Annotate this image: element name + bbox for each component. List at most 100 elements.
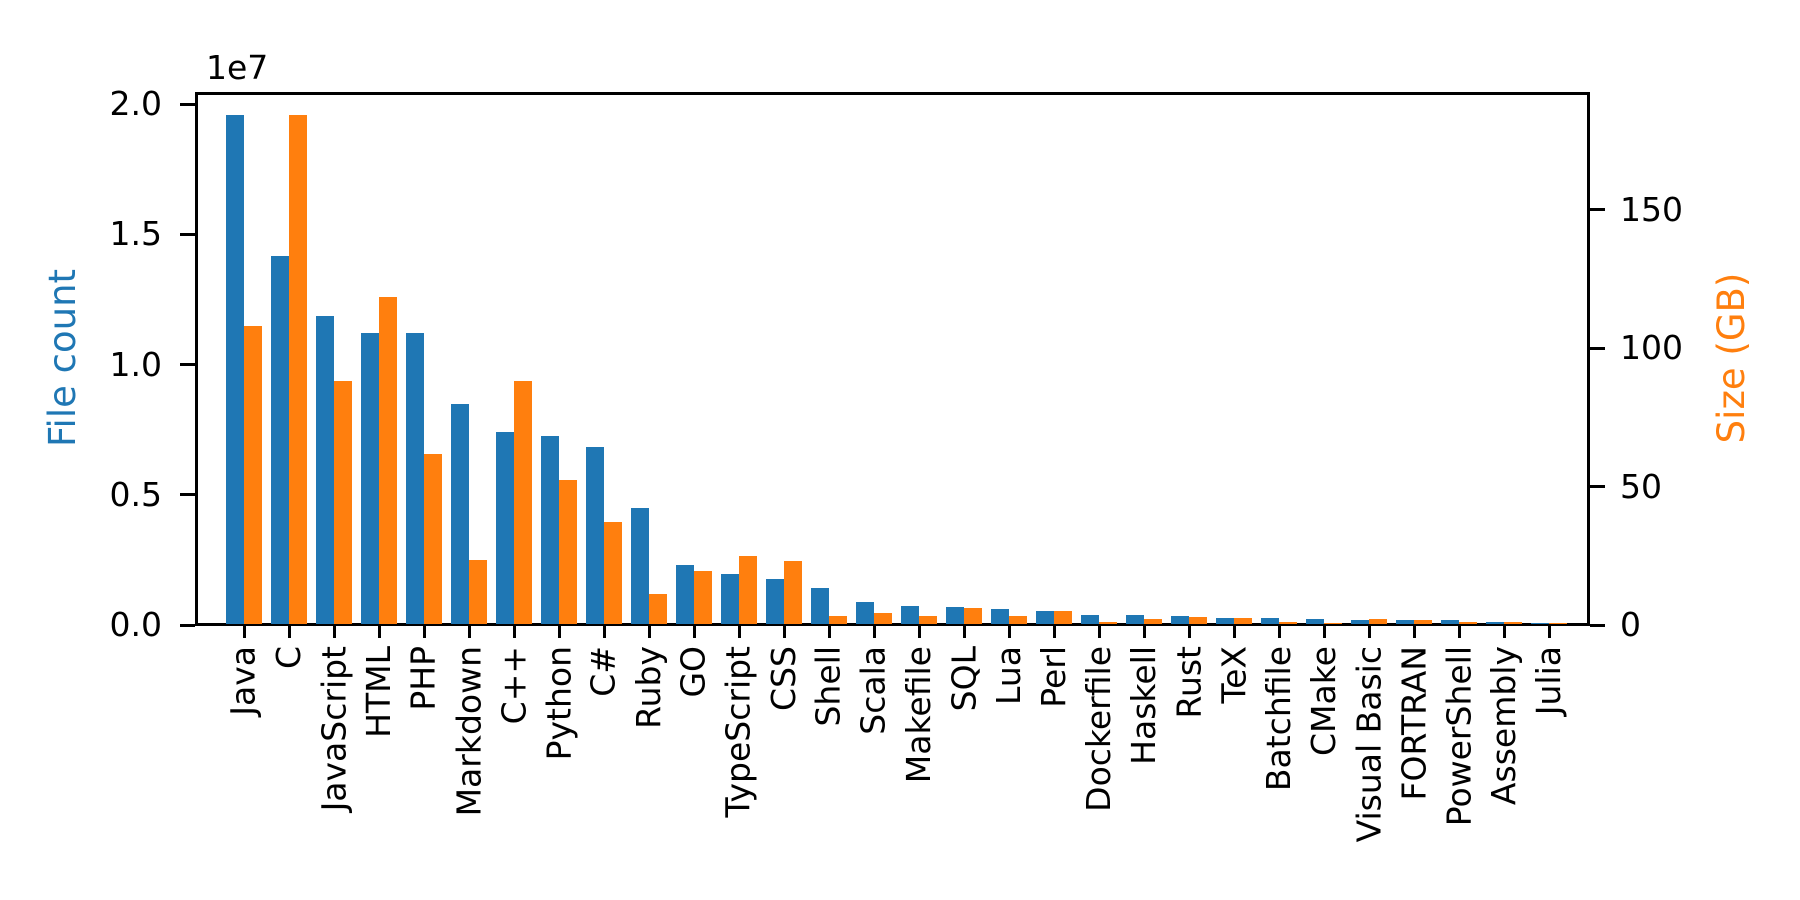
xtick-label-tex: TeX (1214, 646, 1253, 704)
xtick-label-c-: C++ (494, 646, 533, 725)
bar-size-cmake (1324, 622, 1342, 624)
bar-size-html (379, 296, 397, 624)
bar-filecount-typescript (721, 573, 739, 624)
ytick-left-0.5 (180, 493, 195, 497)
ytick-label-left-2.0: 2.0 (109, 84, 162, 123)
xtick-label-c-: C# (584, 646, 623, 697)
xtick-label-php: PHP (404, 646, 443, 711)
bar-filecount-perl (1036, 611, 1054, 624)
xtick-label-makefile: Makefile (899, 646, 938, 784)
xtick-label-lua: Lua (989, 646, 1028, 705)
bar-size-css (784, 561, 802, 624)
ytick-label-left-0.5: 0.5 (109, 474, 162, 514)
xtick-label-ruby: Ruby (629, 646, 668, 729)
bar-filecount-php (406, 332, 424, 624)
xtick-shell (827, 626, 831, 638)
xtick-markdown (467, 626, 471, 638)
bar-filecount-assembly (1486, 621, 1504, 624)
xtick-html (377, 626, 381, 638)
xtick-label-powershell: PowerShell (1439, 646, 1478, 827)
bar-filecount-tex (1216, 617, 1234, 624)
ytick-label-right-50: 50 (1620, 466, 1662, 506)
xtick-label-julia: Julia (1529, 646, 1568, 716)
right-axis-title: Size (GB) (1710, 272, 1753, 444)
xtick-label-dockerfile: Dockerfile (1079, 646, 1118, 812)
xtick-label-perl: Perl (1034, 646, 1073, 708)
bar-size-powershell (1459, 622, 1477, 624)
bar-filecount-cmake (1306, 619, 1324, 624)
bar-filecount-javascript (316, 315, 334, 624)
bar-filecount-julia (1531, 622, 1549, 624)
bar-filecount-rust (1171, 615, 1189, 624)
bar-filecount-powershell (1441, 620, 1459, 624)
xtick-c (287, 626, 291, 638)
xtick-label-typescript: TypeScript (719, 646, 758, 818)
xtick-dockerfile (1097, 626, 1101, 638)
bar-size-rust (1189, 616, 1207, 624)
bar-filecount-ruby (631, 507, 649, 624)
bar-size-haskell (1144, 618, 1162, 624)
xtick-label-c: C (269, 646, 308, 670)
xtick-powershell (1457, 626, 1461, 638)
xtick-c- (602, 626, 606, 638)
bar-size-c- (514, 381, 532, 624)
xtick-label-html: HTML (359, 646, 398, 738)
xtick-makefile (917, 626, 921, 638)
bar-size-python (559, 479, 577, 624)
ytick-label-right-150: 150 (1620, 189, 1683, 229)
ytick-left-0.0 (180, 623, 195, 627)
bar-size-lua (1009, 616, 1027, 624)
ytick-label-left-0.0: 0.0 (109, 605, 162, 644)
xtick-javascript (332, 626, 336, 638)
xtick-go (692, 626, 696, 638)
bar-filecount-css (766, 578, 784, 624)
ytick-label-left-1.0: 1.0 (109, 344, 162, 384)
bar-size-dockerfile (1099, 622, 1117, 624)
bar-size-makefile (919, 615, 937, 624)
xtick-sql (962, 626, 966, 638)
bar-size-php (424, 453, 442, 624)
ytick-left-2.0 (180, 102, 195, 106)
bar-filecount-sql (946, 606, 964, 624)
bar-size-ruby (649, 593, 667, 624)
bar-size-c- (604, 522, 622, 624)
bar-size-assembly (1504, 621, 1522, 624)
bar-size-fortran (1414, 619, 1432, 624)
bar-size-go (694, 570, 712, 624)
xtick-label-batchfile: Batchfile (1259, 646, 1298, 792)
xtick-assembly (1502, 626, 1506, 638)
xtick-label-sql: SQL (944, 646, 983, 712)
bar-size-typescript (739, 555, 757, 624)
bar-filecount-python (541, 435, 559, 624)
xtick-tex (1232, 626, 1236, 638)
bar-size-c (289, 114, 307, 624)
bar-filecount-scala (856, 602, 874, 624)
xtick-python (557, 626, 561, 638)
ytick-right-50 (1590, 485, 1605, 488)
bar-size-scala (874, 613, 892, 624)
xtick-label-fortran: FORTRAN (1394, 646, 1433, 801)
xtick-label-visual-basic: Visual Basic (1349, 646, 1388, 843)
xtick-typescript (737, 626, 741, 638)
bar-size-java (244, 325, 262, 624)
bar-filecount-shell (811, 587, 829, 624)
bar-filecount-fortran (1396, 620, 1414, 624)
xtick-ruby (647, 626, 651, 638)
xtick-visual-basic (1367, 626, 1371, 638)
bar-filecount-makefile (901, 606, 919, 624)
xtick-label-go: GO (674, 646, 713, 698)
xtick-c- (512, 626, 516, 638)
right-spine (1587, 92, 1590, 626)
bar-size-julia (1549, 623, 1567, 624)
xtick-haskell (1142, 626, 1146, 638)
bar-size-perl (1054, 611, 1072, 624)
left-axis-offset-text: 1e7 (206, 48, 269, 87)
bar-filecount-java (226, 114, 244, 624)
ytick-label-right-0: 0 (1620, 605, 1641, 644)
bar-filecount-c (271, 255, 289, 624)
bar-size-visual-basic (1369, 618, 1387, 624)
ytick-right-150 (1590, 208, 1605, 211)
ytick-label-left-1.5: 1.5 (109, 214, 162, 254)
xtick-label-shell: Shell (809, 646, 848, 727)
bar-size-shell (829, 615, 847, 624)
